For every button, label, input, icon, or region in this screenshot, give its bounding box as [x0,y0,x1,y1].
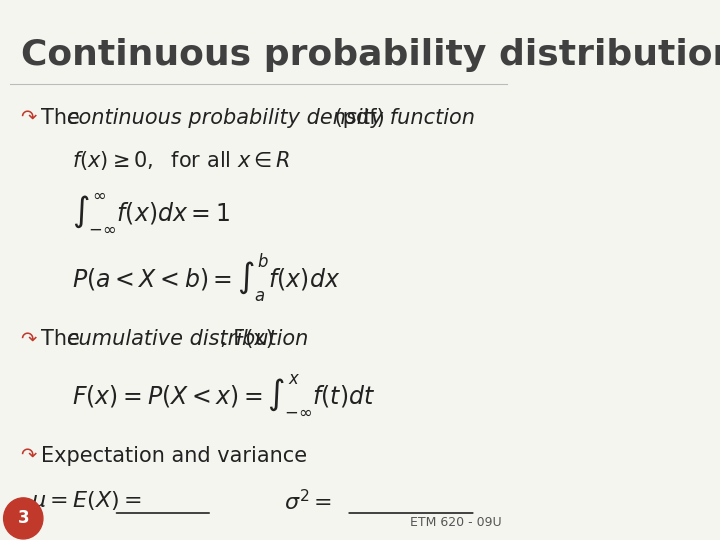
Text: $F(x) = P(X < x) = \int_{-\infty}^{x} f(t)dt$: $F(x) = P(X < x) = \int_{-\infty}^{x} f(… [73,373,376,417]
Text: ↷: ↷ [21,446,37,464]
Text: Continuous probability distributions: Continuous probability distributions [21,38,720,72]
Text: The: The [41,329,87,349]
FancyBboxPatch shape [0,0,522,540]
Text: (pdf): (pdf) [328,108,385,128]
Text: ↷: ↷ [21,108,37,127]
Text: ↷: ↷ [21,329,37,348]
Text: continuous probability density function: continuous probability density function [67,108,475,128]
Text: 3: 3 [17,509,29,528]
Text: ETM 620 - 09U: ETM 620 - 09U [410,516,501,529]
Text: The: The [41,108,87,128]
Circle shape [4,498,43,539]
Text: $P(a < X < b) = \int_{a}^{b} f(x)dx$: $P(a < X < b) = \int_{a}^{b} f(x)dx$ [73,251,341,304]
Text: Expectation and variance: Expectation and variance [41,446,307,465]
Text: cumulative distribution: cumulative distribution [67,329,309,349]
Text: $f(x) \geq 0,$  for all $x \in R$: $f(x) \geq 0,$ for all $x \in R$ [73,148,291,172]
Text: $\mu = E(X) = $: $\mu = E(X) = $ [31,489,142,512]
Text: , F(x): , F(x) [220,329,274,349]
Text: $\sigma^2 = $: $\sigma^2 = $ [284,489,333,514]
Text: $\int_{-\infty}^{\infty} f(x)dx = 1$: $\int_{-\infty}^{\infty} f(x)dx = 1$ [73,192,230,234]
